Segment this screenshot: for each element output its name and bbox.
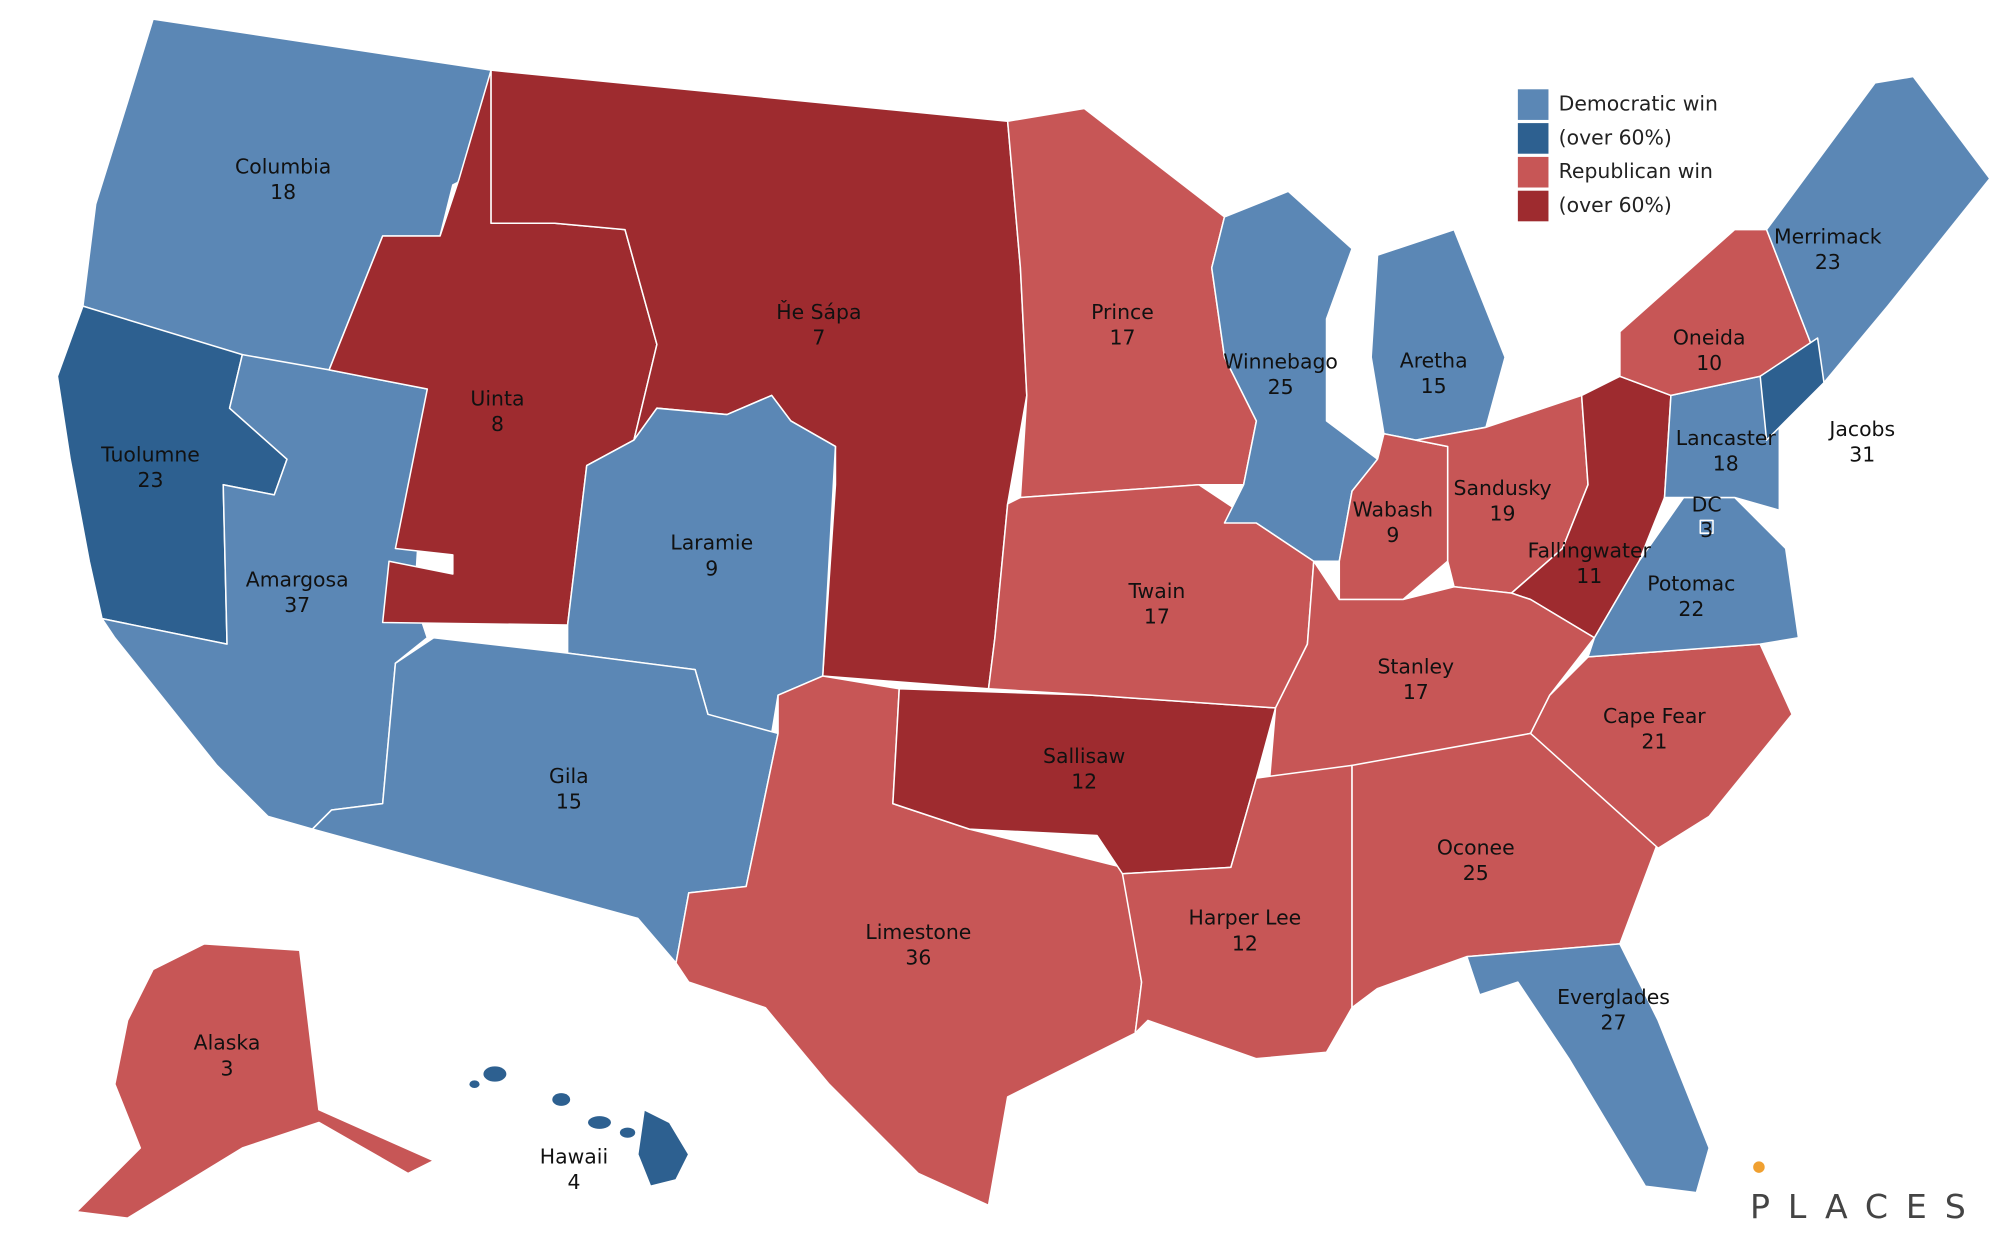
region-name: Ȟe Sápa (776, 299, 861, 324)
island (469, 1080, 480, 1089)
region-votes: 9 (705, 556, 718, 580)
region-name: Prince (1091, 300, 1154, 324)
legend-swatch (1517, 89, 1549, 120)
island (483, 1066, 507, 1082)
region-name: Everglades (1557, 985, 1670, 1009)
region-votes: 3 (1700, 518, 1713, 542)
region-name: Laramie (670, 531, 753, 555)
region-votes: 10 (1696, 351, 1722, 375)
region-votes: 11 (1576, 564, 1602, 588)
region-name: Oneida (1673, 325, 1746, 349)
region-votes: 19 (1490, 501, 1516, 525)
region-votes: 36 (905, 945, 931, 969)
region-name: Alaska (194, 1031, 261, 1055)
region-name: Amargosa (246, 568, 349, 592)
region-name: Lancaster (1676, 426, 1777, 450)
region-name: Merrimack (1774, 225, 1882, 249)
legend-label: (over 60%) (1559, 125, 1672, 149)
legend-swatch (1517, 123, 1549, 154)
logo: PLACES (1750, 1187, 1984, 1226)
region-name: Sandusky (1454, 476, 1552, 500)
region (1210, 190, 1379, 563)
region-name: Hawaii (540, 1144, 608, 1168)
region-votes: 27 (1601, 1010, 1627, 1034)
region-name: Columbia (235, 154, 331, 178)
region-name: Winnebago (1223, 350, 1338, 374)
region-name: Oconee (1437, 836, 1515, 860)
region-name: Stanley (1377, 654, 1454, 678)
island (619, 1127, 636, 1138)
region-votes: 15 (556, 790, 582, 814)
region-votes: 22 (1678, 597, 1704, 621)
region-name: Sallisaw (1043, 744, 1125, 768)
region-name: Twain (1127, 579, 1185, 603)
region (1699, 519, 1714, 534)
region (1121, 764, 1353, 1060)
legend-swatch (1517, 190, 1549, 222)
logo-dot (1753, 1161, 1765, 1173)
region-name: Fallingwater (1528, 538, 1652, 562)
region-votes: 25 (1463, 861, 1489, 885)
region-votes: 18 (270, 180, 296, 204)
region-votes: 12 (1232, 931, 1258, 955)
legend-label: Democratic win (1559, 92, 1718, 116)
region-votes: 21 (1641, 730, 1667, 754)
region-votes: 18 (1713, 452, 1739, 476)
region (1370, 228, 1506, 441)
region-votes: 37 (284, 593, 310, 617)
region-votes: 4 (567, 1170, 580, 1194)
region-votes: 7 (812, 325, 825, 349)
region-name: Uinta (470, 387, 524, 411)
legend-label: Republican win (1559, 159, 1713, 183)
regions (56, 18, 1991, 1219)
region-name: DC (1692, 492, 1722, 516)
region-name: Harper Lee (1189, 906, 1302, 930)
legend-label: (over 60%) (1559, 193, 1672, 217)
region (75, 943, 435, 1219)
region (636, 1108, 690, 1188)
legend: Democratic win (over 60%) Republican win (o… (1517, 89, 1718, 222)
region (1759, 337, 1825, 441)
region-votes: 23 (1815, 250, 1841, 274)
region-votes: 17 (1144, 605, 1170, 629)
region-name: Tuolumne (100, 443, 200, 467)
region-votes: 8 (491, 412, 504, 436)
region-votes: 31 (1849, 443, 1875, 467)
region-name: Aretha (1400, 348, 1468, 372)
region-votes: 3 (221, 1056, 234, 1080)
region (1466, 943, 1710, 1194)
region-name: Cape Fear (1603, 704, 1706, 728)
island (552, 1093, 571, 1106)
region-name: Jacobs (1827, 417, 1895, 441)
region (1529, 643, 1793, 849)
legend-swatch (1517, 156, 1549, 188)
region-votes: 17 (1403, 680, 1429, 704)
region-votes: 25 (1268, 375, 1294, 399)
island (588, 1116, 611, 1129)
region-name: Gila (549, 764, 589, 788)
region-name: Potomac (1647, 572, 1735, 596)
region-votes: 12 (1071, 769, 1097, 793)
region-votes: 9 (1386, 523, 1399, 547)
region-votes: 23 (138, 468, 164, 492)
region-name: Wabash (1353, 498, 1433, 522)
region-votes: 17 (1109, 325, 1135, 349)
region-name: Limestone (865, 920, 971, 944)
region-votes: 15 (1421, 374, 1447, 398)
